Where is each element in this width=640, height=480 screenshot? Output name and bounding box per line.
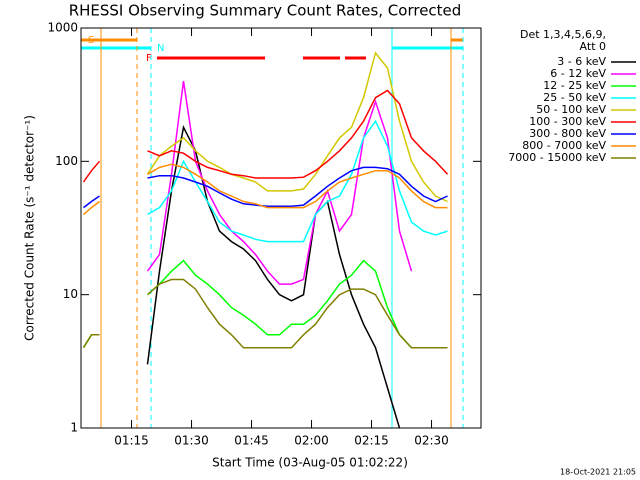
plot-frame	[80, 27, 482, 429]
annotation: N	[157, 43, 164, 54]
legend-label: 50 - 100 keV	[536, 103, 606, 116]
flags: S N F	[81, 28, 464, 428]
x-axis-label: Start Time (03-Aug-05 01:02:22)	[212, 456, 408, 470]
x-tick-label: 01:30	[174, 434, 209, 448]
legend-label: 800 - 7000 keV	[522, 139, 606, 152]
x-tick-label: 01:15	[114, 434, 149, 448]
legend-label: 6 - 12 keV	[550, 67, 606, 80]
legend-label: 12 - 25 keV	[543, 79, 606, 92]
y-axis-label: Corrected Count Rate (s⁻¹ detector⁻¹)	[23, 115, 37, 341]
series-line	[146, 125, 401, 429]
footer: 18-Oct-2021 21:05	[560, 468, 636, 477]
legend-header: Att 0	[580, 40, 606, 53]
legend-label: 3 - 6 keV	[557, 55, 606, 68]
legend-label: 100 - 300 keV	[529, 115, 606, 128]
series-line	[82, 259, 448, 349]
annotation: S	[88, 35, 94, 46]
x-tick-label: 01:45	[234, 434, 269, 448]
series-line	[147, 119, 448, 243]
legend-label: 7000 - 15000 keV	[508, 151, 606, 164]
x-tick-label: 02:00	[294, 434, 329, 448]
x-tick-label: 02:15	[354, 434, 389, 448]
series-line	[146, 51, 448, 203]
y-tick-label: 1	[70, 421, 78, 435]
series-line	[83, 166, 448, 209]
annotation: F	[146, 53, 152, 64]
legend-label: 300 - 800 keV	[529, 127, 606, 140]
series-line	[146, 80, 413, 285]
legend-header: Det 1,3,4,5,6,9,	[520, 28, 606, 41]
y-tick-label: 10	[63, 287, 78, 301]
series-line	[82, 89, 449, 183]
chart-title: RHESSI Observing Summary Count Rates, Co…	[69, 2, 462, 20]
y-tick-label: 1000	[47, 21, 78, 35]
legend-label: 25 - 50 keV	[543, 91, 606, 104]
series-line	[82, 278, 448, 349]
series-line	[83, 163, 448, 215]
x-tick-label: 02:30	[414, 434, 449, 448]
y-tick-label: 100	[55, 154, 78, 168]
